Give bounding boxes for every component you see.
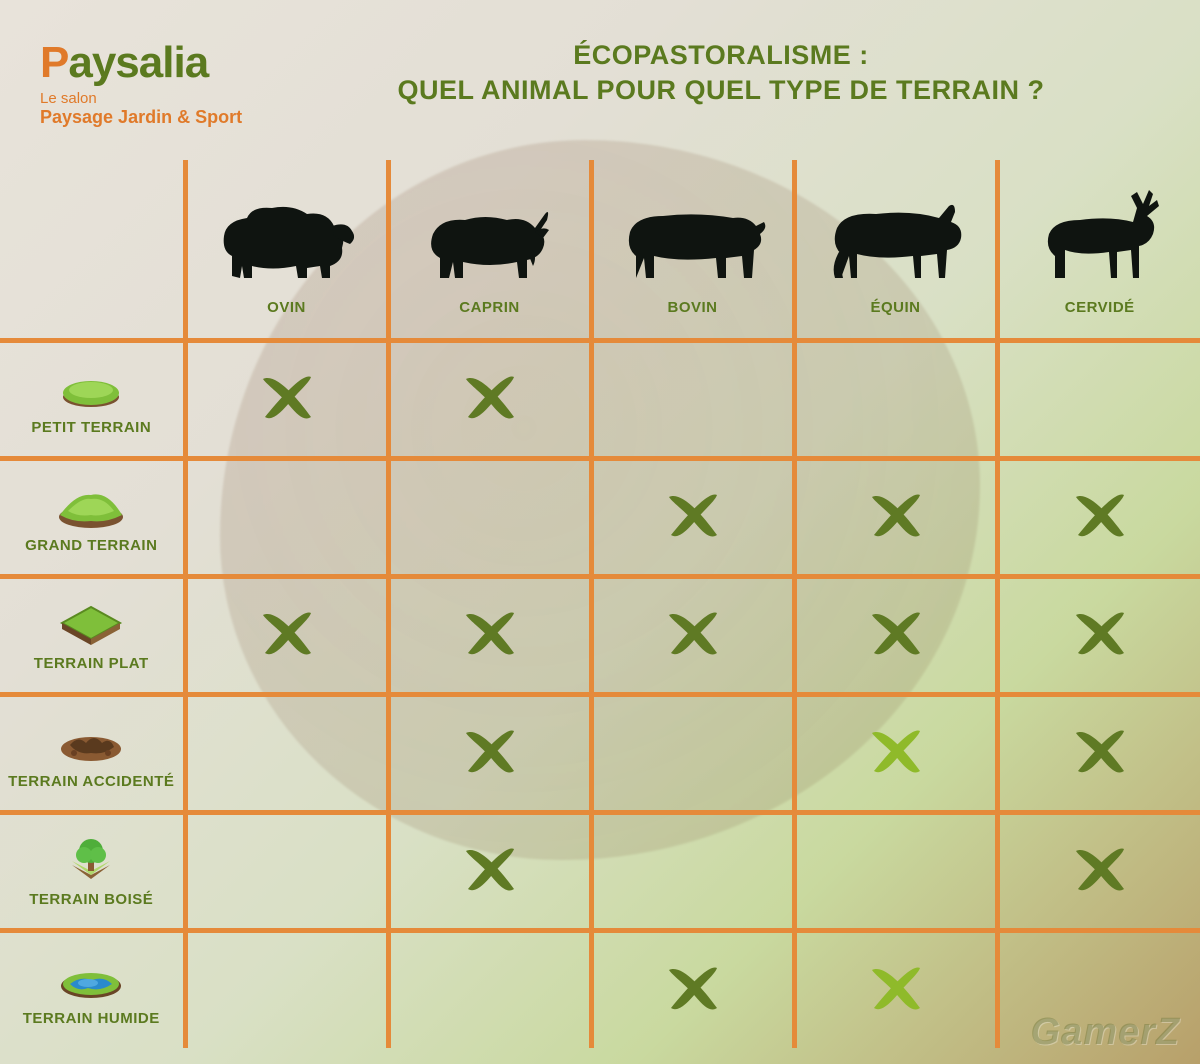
cell-humide-equin [794, 930, 997, 1048]
terrain-accidente-icon [56, 717, 126, 767]
check-x-icon [1068, 719, 1132, 783]
terrain-label-boise: TERRAIN BOISÉ [29, 891, 153, 908]
animal-label-caprin: CAPRIN [391, 299, 589, 316]
cell-plat-ovin [185, 576, 388, 694]
animal-label-bovin: BOVIN [594, 299, 792, 316]
logo-brand-prefix: P [40, 38, 68, 87]
check-x-icon [458, 365, 522, 429]
terrain-label-grand: GRAND TERRAIN [25, 537, 157, 554]
cervide-silhouette-icon [1025, 181, 1175, 291]
logo-sub2: Paysage Jardin & Sport [40, 107, 242, 128]
terrain-humide-icon [56, 954, 126, 1004]
page-title: ÉCOPASTORALISME : QUEL ANIMAL POUR QUEL … [282, 38, 1160, 108]
logo-brand-rest: aysalia [68, 38, 208, 87]
check-x-icon [255, 365, 319, 429]
check-x-icon [458, 601, 522, 665]
terrain-boise-icon [56, 835, 126, 885]
terrain-header-plat: TERRAIN PLAT [0, 576, 185, 694]
cell-plat-cervide [997, 576, 1200, 694]
watermark: GamerZ [1030, 1011, 1180, 1054]
terrain-label-accidente: TERRAIN ACCIDENTÉ [8, 773, 174, 790]
cell-petit-equin [794, 340, 997, 458]
terrain-plat-icon [56, 599, 126, 649]
cell-grand-bovin [591, 458, 794, 576]
animal-col-ovin: OVIN [185, 160, 388, 340]
cell-plat-bovin [591, 576, 794, 694]
cell-grand-equin [794, 458, 997, 576]
check-x-icon [1068, 601, 1132, 665]
terrain-grand-icon [56, 481, 126, 531]
terrain-header-accidente: TERRAIN ACCIDENTÉ [0, 694, 185, 812]
bovin-silhouette-icon [618, 181, 768, 291]
cell-petit-cervide [997, 340, 1200, 458]
terrain-header-humide: TERRAIN HUMIDE [0, 930, 185, 1048]
cell-boise-caprin [388, 812, 591, 930]
cell-humide-bovin [591, 930, 794, 1048]
cell-boise-equin [794, 812, 997, 930]
terrain-label-plat: TERRAIN PLAT [34, 655, 149, 672]
cell-grand-caprin [388, 458, 591, 576]
cell-accidente-equin [794, 694, 997, 812]
cell-grand-cervide [997, 458, 1200, 576]
terrain-label-humide: TERRAIN HUMIDE [23, 1010, 160, 1027]
logo-sub1: Le salon [40, 90, 242, 107]
terrain-petit-icon [56, 363, 126, 413]
terrain-row-grand: GRAND TERRAIN [0, 458, 1200, 576]
cell-accidente-caprin [388, 694, 591, 812]
check-x-icon [661, 483, 725, 547]
cell-accidente-ovin [185, 694, 388, 812]
title-line1: ÉCOPASTORALISME : [282, 38, 1160, 73]
animal-label-ovin: OVIN [188, 299, 386, 316]
cell-grand-ovin [185, 458, 388, 576]
check-x-icon [864, 956, 928, 1020]
animal-col-equin: ÉQUIN [794, 160, 997, 340]
animal-col-caprin: CAPRIN [388, 160, 591, 340]
check-x-icon [458, 719, 522, 783]
terrain-header-petit: PETIT TERRAIN [0, 340, 185, 458]
animal-label-cervide: CERVIDÉ [1000, 299, 1200, 316]
check-x-icon [661, 956, 725, 1020]
cell-humide-ovin [185, 930, 388, 1048]
cell-accidente-cervide [997, 694, 1200, 812]
equin-silhouette-icon [821, 181, 971, 291]
check-x-icon [864, 483, 928, 547]
animal-col-cervide: CERVIDÉ [997, 160, 1200, 340]
cell-petit-caprin [388, 340, 591, 458]
title-line2: QUEL ANIMAL POUR QUEL TYPE DE TERRAIN ? [282, 73, 1160, 108]
check-x-icon [458, 837, 522, 901]
cell-petit-bovin [591, 340, 794, 458]
cell-boise-bovin [591, 812, 794, 930]
check-x-icon [864, 601, 928, 665]
logo: Paysalia Le salon Paysage Jardin & Sport [40, 38, 242, 128]
terrain-header-grand: GRAND TERRAIN [0, 458, 185, 576]
cell-plat-equin [794, 576, 997, 694]
logo-brand: Paysalia [40, 38, 242, 88]
terrain-row-humide: TERRAIN HUMIDE [0, 930, 1200, 1048]
check-x-icon [1068, 483, 1132, 547]
terrain-row-accidente: TERRAIN ACCIDENTÉ [0, 694, 1200, 812]
animal-col-bovin: BOVIN [591, 160, 794, 340]
cell-plat-caprin [388, 576, 591, 694]
cell-boise-ovin [185, 812, 388, 930]
terrain-row-boise: TERRAIN BOISÉ [0, 812, 1200, 930]
check-x-icon [661, 601, 725, 665]
comparison-table: OVIN CAPRIN BOVIN ÉQUIN CERVIDÉ PETIT TERRAI… [0, 160, 1200, 1048]
terrain-row-plat: TERRAIN PLAT [0, 576, 1200, 694]
terrain-header-boise: TERRAIN BOISÉ [0, 812, 185, 930]
cell-accidente-bovin [591, 694, 794, 812]
check-x-icon [1068, 837, 1132, 901]
check-x-icon [255, 601, 319, 665]
header: Paysalia Le salon Paysage Jardin & Sport… [40, 38, 1160, 128]
cell-humide-caprin [388, 930, 591, 1048]
ovin-silhouette-icon [212, 181, 362, 291]
cell-petit-ovin [185, 340, 388, 458]
caprin-silhouette-icon [415, 181, 565, 291]
terrain-label-petit: PETIT TERRAIN [31, 419, 151, 436]
cell-boise-cervide [997, 812, 1200, 930]
check-x-icon [864, 719, 928, 783]
comparison-grid: OVIN CAPRIN BOVIN ÉQUIN CERVIDÉ PETIT TERRAI… [0, 160, 1200, 1048]
corner-cell [0, 160, 185, 340]
terrain-row-petit: PETIT TERRAIN [0, 340, 1200, 458]
animal-label-equin: ÉQUIN [797, 299, 995, 316]
